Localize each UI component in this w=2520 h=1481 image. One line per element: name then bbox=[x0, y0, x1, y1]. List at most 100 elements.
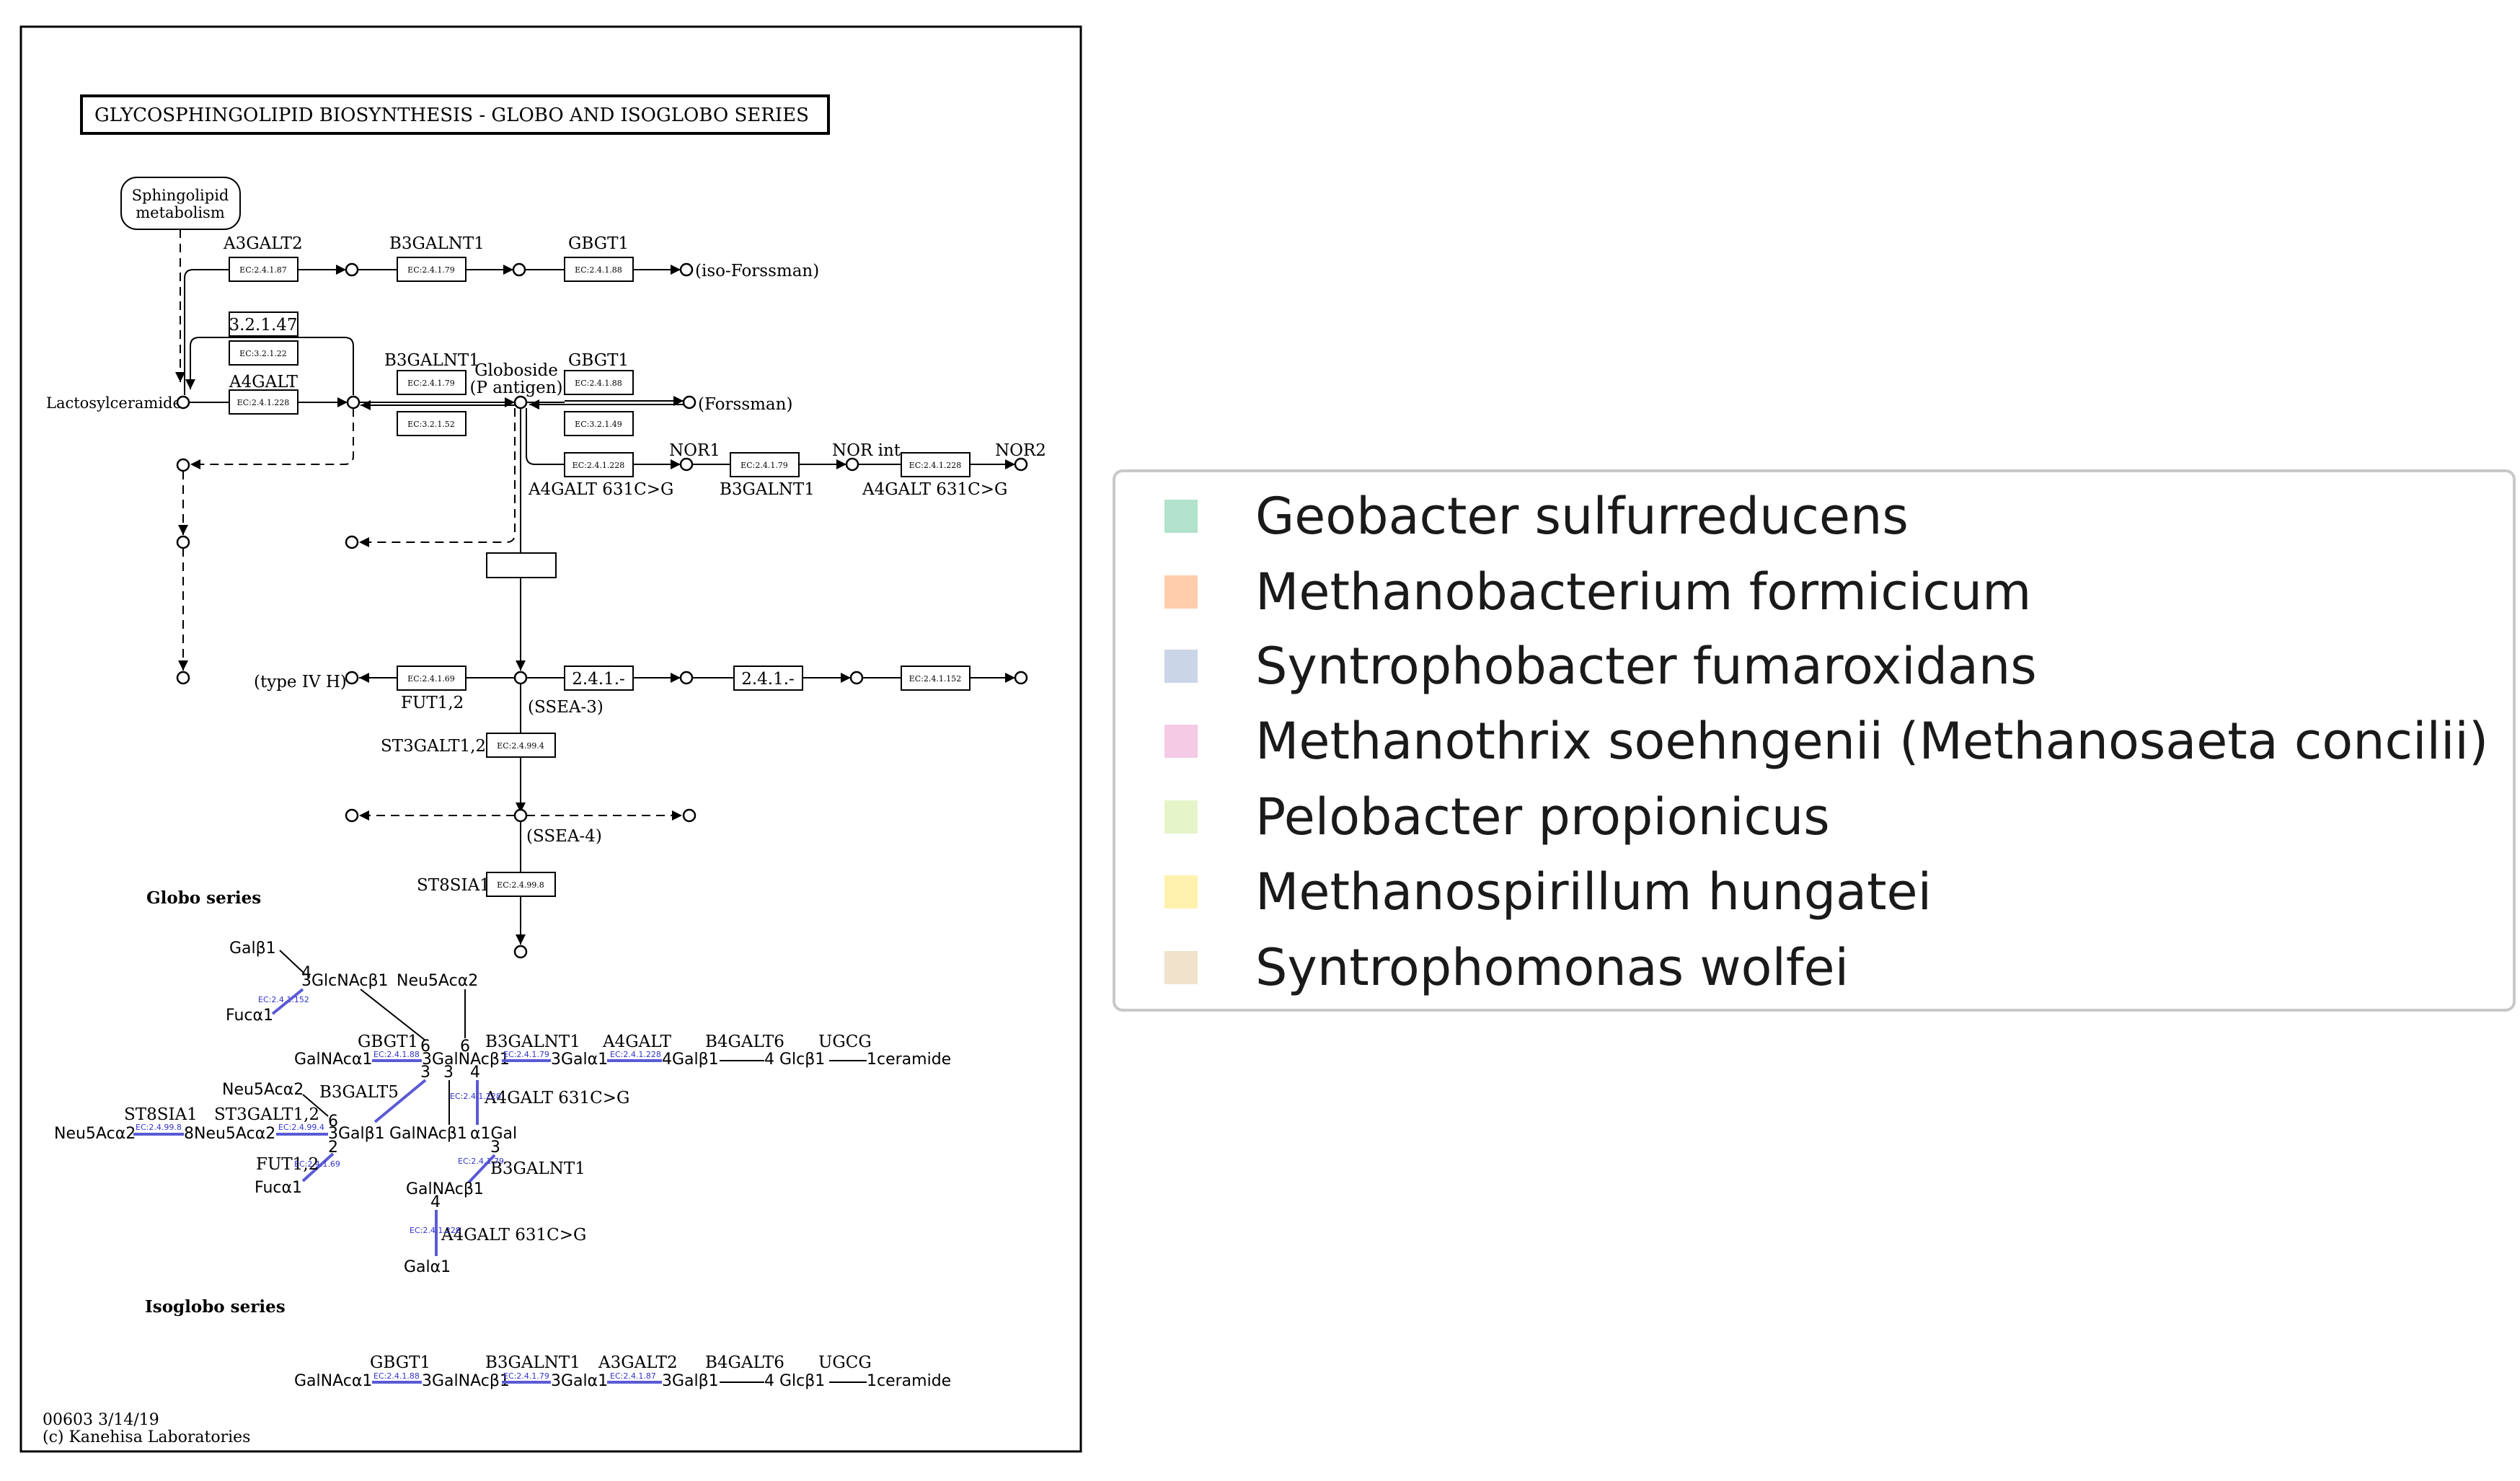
struct-n4-b: 4 bbox=[470, 1064, 480, 1082]
node-ssea3[interactable] bbox=[513, 671, 528, 685]
node-nor-int[interactable] bbox=[845, 457, 859, 472]
struct-galnacb1-plain: GalNAcβ1 bbox=[389, 1125, 467, 1143]
ec-box-3-2-1-49[interactable] bbox=[564, 411, 634, 436]
ec-box-a3galt2[interactable] bbox=[229, 257, 299, 282]
ec-box-a4galt[interactable] bbox=[229, 389, 299, 415]
struct-n3-c: 3 bbox=[490, 1139, 500, 1157]
gene-a4galt-631-1: A4GALT 631C>G bbox=[528, 480, 673, 499]
map-title: GLYCOSPHINGOLIPID BIOSYNTHESIS - GLOBO A… bbox=[94, 105, 809, 126]
ec-box-2-4-1-dash-2[interactable] bbox=[733, 666, 803, 691]
struct-ec-69: EC:2.4.1.69 bbox=[294, 1159, 340, 1169]
node-ssea3-right-3[interactable] bbox=[1014, 671, 1028, 685]
node-ssea4-right[interactable] bbox=[682, 808, 697, 823]
node-ssea4-left[interactable] bbox=[345, 808, 359, 823]
node-type-iv-h[interactable] bbox=[345, 671, 359, 685]
legend-label: Geobacter sulfurreducens bbox=[1255, 487, 1909, 546]
legend-label: Pelobacter propionicus bbox=[1255, 787, 1830, 846]
lactosylceramide-label: Lactosylceramide bbox=[46, 394, 182, 412]
node-nor2[interactable] bbox=[1014, 457, 1028, 472]
gene-b3galnt1-globo-2: B3GALNT1 bbox=[490, 1159, 585, 1178]
species-legend: Geobacter sulfurreducens Methanobacteriu… bbox=[1113, 469, 2516, 1012]
node-forssman[interactable] bbox=[682, 395, 697, 410]
ec-box-fut12[interactable] bbox=[397, 666, 467, 691]
empty-enzyme-box[interactable] bbox=[486, 552, 557, 578]
ec-box-gbgt1-mid[interactable] bbox=[564, 370, 634, 395]
struct-galnaca1-iso: GalNAcα1 bbox=[294, 1372, 372, 1390]
struct-n6-b: 6 bbox=[460, 1038, 470, 1056]
struct-gala1-iso: 3Galα1 bbox=[551, 1372, 608, 1390]
gene-gbgt1-iso: GBGT1 bbox=[370, 1353, 430, 1372]
node-globoside[interactable] bbox=[513, 395, 528, 410]
gene-st8sia1-globo: ST8SIA1 bbox=[124, 1105, 198, 1124]
node-ssea4[interactable] bbox=[513, 808, 528, 823]
struct-galb1-4: 4Galβ1 bbox=[662, 1051, 719, 1069]
struct-ec-87-iso: EC:2.4.1.87 bbox=[610, 1371, 656, 1381]
struct-ec-228: EC:2.4.1.228 bbox=[610, 1050, 661, 1059]
globoside-label-2: (P antigen) bbox=[469, 379, 562, 397]
ec-a4galt-631-2: EC:2.4.1.228 bbox=[909, 461, 962, 470]
struct-a1gal: α1Gal bbox=[470, 1125, 517, 1143]
sphingolipid-label-2: metabolism bbox=[136, 204, 225, 221]
footer-date: 00603 3/14/19 bbox=[43, 1411, 159, 1429]
struct-gala1-b: Galα1 bbox=[404, 1258, 451, 1276]
node-final[interactable] bbox=[513, 945, 528, 959]
node-iso-forssman[interactable] bbox=[679, 262, 694, 277]
ec-box-3-2-1-52[interactable] bbox=[397, 411, 467, 436]
legend-label: Methanothrix soehngenii (Methanosaeta co… bbox=[1255, 712, 2489, 771]
ec-box-st8sia1[interactable] bbox=[486, 872, 556, 897]
legend-item: Syntrophomonas wolfei bbox=[1164, 938, 1849, 997]
ec-box-2-4-1-152[interactable] bbox=[901, 666, 971, 691]
node-gb3[interactable] bbox=[346, 395, 361, 410]
gene-a3galt2: A3GALT2 bbox=[223, 234, 303, 253]
gene-b4galt6-globo: B4GALT6 bbox=[705, 1033, 784, 1051]
struct-ec-228-b: EC:2.4.1.228 bbox=[450, 1092, 501, 1101]
ec-2-4-1-dash-1: 2.4.1.- bbox=[572, 670, 625, 689]
ec-box-3-2-1-47[interactable] bbox=[229, 311, 299, 337]
struct-galb1: Galβ1 bbox=[229, 940, 276, 958]
struct-ec-79-b: EC:2.4.1.79 bbox=[458, 1157, 504, 1166]
ec-fut12: EC:2.4.1.69 bbox=[407, 674, 455, 684]
ec-2-4-1-dash-2: 2.4.1.- bbox=[741, 670, 795, 689]
legend-item: Geobacter sulfurreducens bbox=[1164, 487, 1909, 546]
type-iv-h-label: (type IV H) bbox=[254, 673, 347, 691]
gene-b3galnt1-mid: B3GALNT1 bbox=[384, 351, 479, 370]
node-dashed-4[interactable] bbox=[345, 535, 359, 549]
ec-a4galt-631-1: EC:2.4.1.228 bbox=[572, 461, 625, 470]
struct-n6-c: 6 bbox=[328, 1113, 338, 1131]
ec-box-3-2-1-22[interactable] bbox=[229, 340, 299, 366]
node-isoglobo-1[interactable] bbox=[345, 262, 359, 277]
ec-box-b3galnt1-mid[interactable] bbox=[397, 370, 467, 395]
legend-label: Methanospirillum hungatei bbox=[1255, 862, 1932, 921]
ec-3-2-1-22: EC:3.2.1.22 bbox=[239, 349, 287, 358]
nor1-label: NOR1 bbox=[669, 441, 720, 460]
node-ssea3-right-1[interactable] bbox=[679, 671, 694, 685]
iso-forssman-label: (iso-Forssman) bbox=[695, 262, 819, 280]
node-dashed-3[interactable] bbox=[176, 671, 190, 685]
struct-neu5ac-8: 8Neu5Acα2 bbox=[184, 1125, 275, 1143]
node-ssea3-right-2[interactable] bbox=[849, 671, 864, 685]
struct-fuca1-a: Fucα1 bbox=[226, 1007, 273, 1025]
gene-b3galnt1-iso: B3GALNT1 bbox=[485, 1353, 580, 1372]
gene-ugcg-globo: UGCG bbox=[818, 1033, 872, 1051]
ec-box-a4galt-631-1[interactable] bbox=[564, 452, 634, 477]
nor-int-label: NOR int bbox=[832, 441, 901, 460]
globo-series-label: Globo series bbox=[146, 888, 261, 908]
struct-ec-88-iso: EC:2.4.1.88 bbox=[373, 1371, 420, 1381]
ec-box-b3galnt1-top[interactable] bbox=[397, 257, 467, 282]
gene-gbgt1-top: GBGT1 bbox=[568, 234, 629, 253]
globoside-label-1: Globoside bbox=[474, 361, 558, 380]
ec-box-gbgt1-top[interactable] bbox=[564, 257, 634, 282]
legend-swatch bbox=[1164, 800, 1198, 834]
struct-gala1: 3Galα1 bbox=[551, 1051, 608, 1069]
struct-ec-99-8: EC:2.4.99.8 bbox=[136, 1123, 182, 1132]
lactosylceramide-node[interactable] bbox=[176, 395, 190, 410]
gene-a3galt2-iso: A3GALT2 bbox=[598, 1353, 678, 1372]
node-dashed-1[interactable] bbox=[176, 458, 190, 472]
legend-swatch bbox=[1164, 575, 1198, 609]
ec-box-st3galt12[interactable] bbox=[486, 733, 556, 758]
node-nor1[interactable] bbox=[679, 457, 694, 472]
node-dashed-2[interactable] bbox=[176, 535, 190, 549]
gene-a4galt-globo: A4GALT bbox=[602, 1033, 672, 1051]
node-isoglobo-2[interactable] bbox=[512, 262, 526, 277]
